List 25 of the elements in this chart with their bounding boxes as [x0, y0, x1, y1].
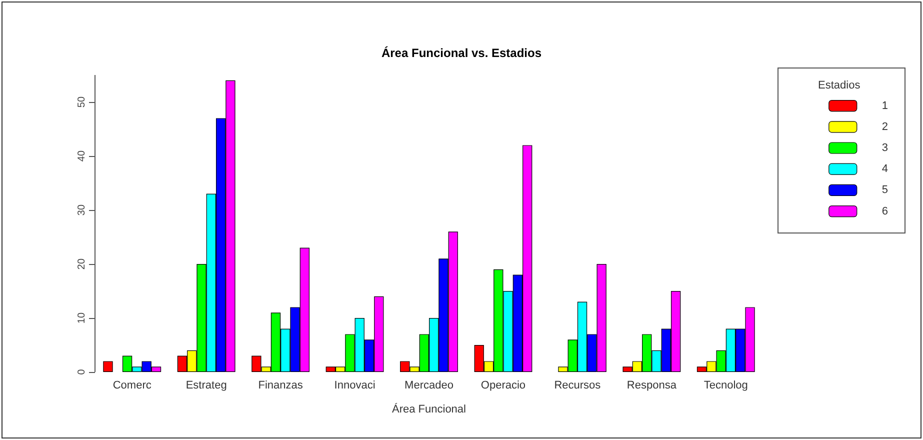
- y-tick-label: 50: [76, 96, 88, 108]
- x-tick-label: Recursos: [554, 380, 602, 392]
- y-tick-label: 40: [76, 150, 88, 162]
- legend-title: Estadios: [818, 80, 861, 92]
- x-tick-label: Comerc: [112, 380, 152, 392]
- x-tick-label: Innovaci: [334, 380, 376, 392]
- legend-label: 1: [882, 100, 888, 112]
- legend-label: 3: [882, 142, 888, 154]
- legend-label: 6: [882, 205, 888, 218]
- legend-label: 2: [882, 120, 888, 133]
- y-tick-label: 10: [76, 312, 88, 324]
- y-tick-label: 20: [76, 258, 88, 270]
- x-axis-title: Área Funcional: [392, 402, 466, 416]
- x-tick-label: Estrateg: [186, 380, 227, 392]
- x-tick-label: Responsa: [626, 380, 678, 392]
- x-tick-label: Tecnolog: [704, 380, 748, 392]
- legend-label: 4: [882, 163, 888, 176]
- bar: [103, 361, 113, 372]
- x-tick-label: Operacio: [480, 380, 526, 392]
- x-tick-label: Finanzas: [258, 380, 304, 392]
- y-tick-label: 0: [76, 368, 88, 375]
- chart-title: Área Funcional vs. Estadios: [381, 46, 542, 60]
- legend-label: 5: [882, 184, 888, 196]
- x-tick-label: Mercadeo: [404, 380, 454, 392]
- y-tick-label: 30: [76, 204, 88, 216]
